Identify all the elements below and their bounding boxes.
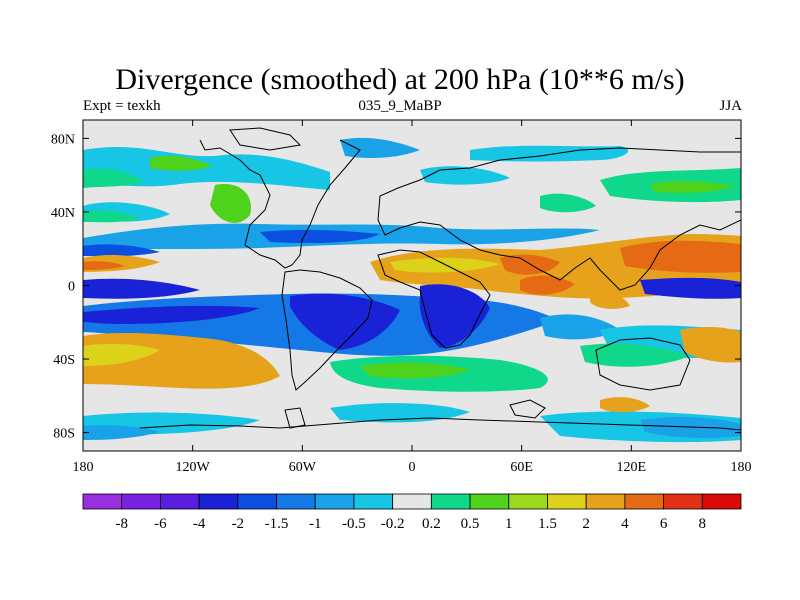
colorbar-label: -0.5 bbox=[342, 516, 366, 532]
x-tick-label: 60E bbox=[510, 460, 533, 475]
colorbar-swatch bbox=[624, 493, 664, 510]
colorbar-swatch bbox=[508, 493, 548, 510]
y-tick-label: 80S bbox=[53, 427, 75, 442]
axis-ticks: 180 120W 60W 0 60E 120E 180 80N 40N 0 40S 80S bbox=[51, 120, 752, 475]
colorbar-label: -2 bbox=[232, 516, 245, 532]
colorbar-swatch bbox=[547, 493, 587, 510]
colorbar-swatch bbox=[237, 493, 277, 510]
colorbar-label: -6 bbox=[154, 516, 167, 532]
x-tick-label: 120E bbox=[617, 460, 647, 475]
x-tick-label: 60W bbox=[289, 460, 317, 475]
colorbar-swatch bbox=[314, 493, 355, 510]
colorbar-label: 6 bbox=[660, 516, 668, 532]
colorbar-label: 4 bbox=[621, 516, 629, 532]
y-tick-label: 0 bbox=[68, 280, 75, 295]
colorbar-swatch bbox=[430, 493, 471, 510]
colorbar-label: 8 bbox=[699, 516, 707, 532]
colorbar-swatch bbox=[585, 493, 626, 510]
colorbar-label: 2 bbox=[582, 516, 590, 532]
colorbar-swatch bbox=[121, 493, 161, 510]
season-label: JJA bbox=[719, 98, 742, 114]
coastlines bbox=[139, 127, 741, 431]
colorbar-label: 0.5 bbox=[461, 516, 480, 532]
colorbar-swatch bbox=[701, 493, 742, 510]
colorbar-swatch bbox=[353, 493, 394, 510]
colorbar-label: 1 bbox=[505, 516, 513, 532]
colorbar-swatch bbox=[198, 493, 239, 510]
colorbar-label: -0.2 bbox=[381, 516, 405, 532]
colorbar-swatch bbox=[276, 493, 316, 510]
colorbar-label: -1.5 bbox=[265, 516, 289, 532]
run-label: 035_9_MaBP bbox=[358, 98, 442, 114]
x-tick-label: 180 bbox=[731, 460, 752, 475]
colorbar-label: -8 bbox=[115, 516, 128, 532]
x-tick-label: 180 bbox=[73, 460, 94, 475]
y-tick-label: 40N bbox=[51, 206, 75, 221]
contour-field bbox=[83, 120, 741, 451]
experiment-label: Expt = texkh bbox=[83, 98, 161, 114]
y-tick-label: 40S bbox=[53, 353, 75, 368]
y-tick-label: 80N bbox=[51, 132, 75, 147]
colorbar-label: -4 bbox=[193, 516, 206, 532]
chart-title: Divergence (smoothed) at 200 hPa (10**6 … bbox=[115, 63, 685, 96]
colorbar-label: 0.2 bbox=[422, 516, 441, 532]
colorbar-swatch bbox=[469, 493, 510, 510]
x-tick-label: 120W bbox=[176, 460, 211, 475]
x-tick-label: 0 bbox=[409, 460, 416, 475]
colorbar-label: 1.5 bbox=[538, 516, 557, 532]
colorbar-swatch bbox=[663, 493, 703, 510]
colorbar-swatch bbox=[392, 493, 432, 510]
colorbar-swatch bbox=[160, 493, 200, 510]
colorbar-label: -1 bbox=[309, 516, 322, 532]
colorbar: -8 -6 -4 -2 -1.5 -1 -0.5 -0.2 0.2 0.5 1 1.5 2 4 6 8 bbox=[82, 493, 742, 532]
colorbar-swatch bbox=[82, 493, 123, 510]
